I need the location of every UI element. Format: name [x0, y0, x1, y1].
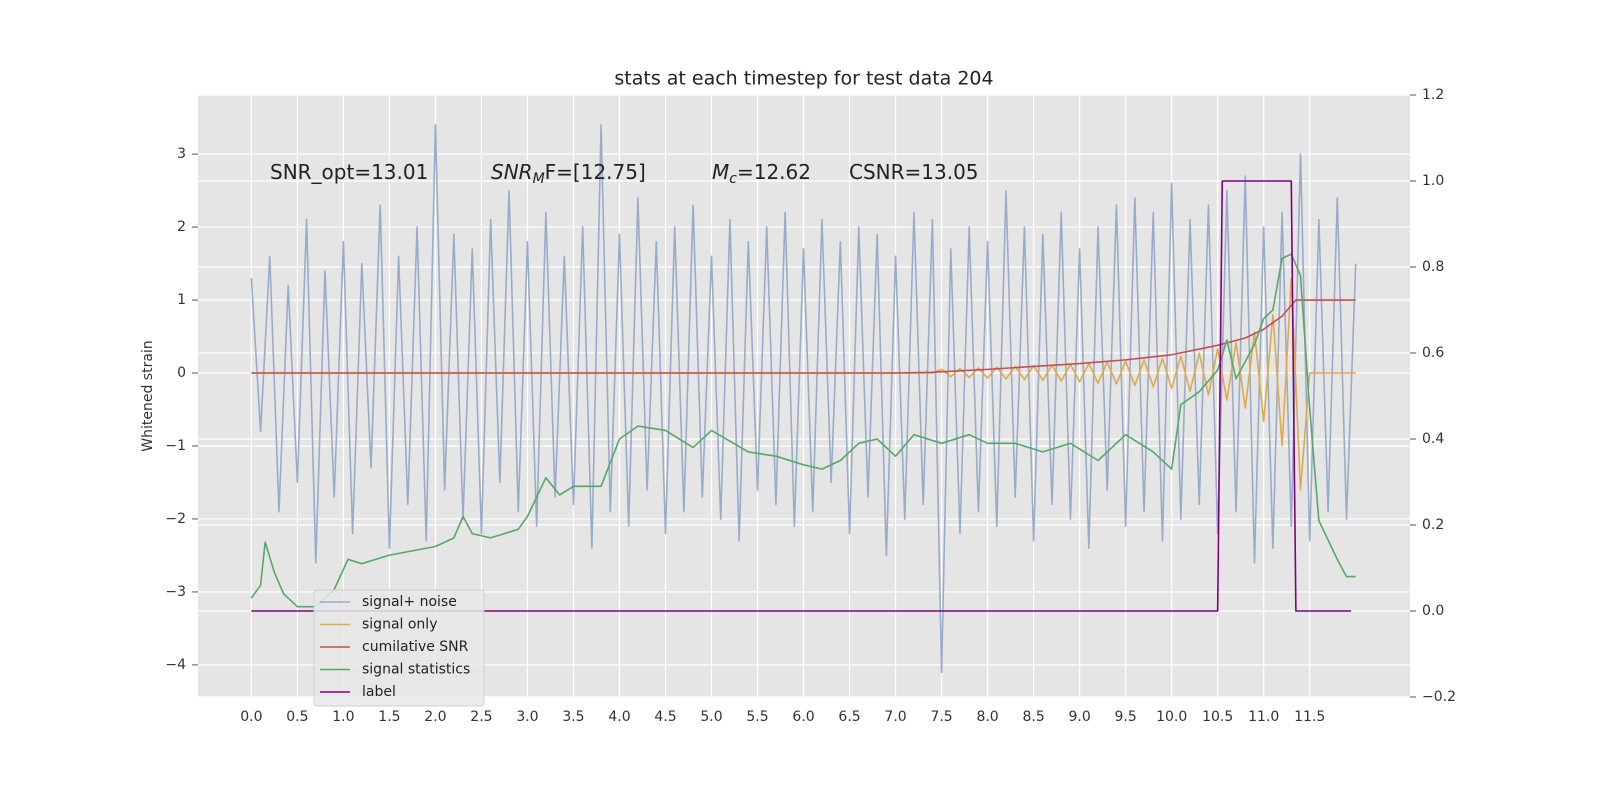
x-tick-label: 10.0 — [1156, 709, 1187, 725]
x-tick-label: 7.0 — [884, 709, 906, 725]
legend-label: cumilative SNR — [362, 639, 469, 655]
x-tick-label: 6.5 — [838, 709, 860, 725]
x-tick-label: 3.0 — [516, 709, 538, 725]
y2-tick-label: 1.2 — [1422, 87, 1444, 103]
legend-label: label — [362, 684, 396, 700]
x-tick-label: 3.5 — [562, 709, 584, 725]
annotation: SNR_opt=13.01 — [270, 160, 428, 184]
annotation-sub: M — [533, 171, 545, 187]
y-tick-label: 1 — [177, 292, 186, 308]
legend-label: signal+ noise — [362, 594, 457, 610]
y-tick-label: −4 — [165, 657, 186, 673]
annotation-main: M — [712, 160, 729, 184]
x-tick-label: 1.0 — [332, 709, 354, 725]
annotation: Mc=12.62 — [712, 160, 811, 188]
series-line — [251, 299, 1356, 374]
x-tick-label: 7.5 — [930, 709, 952, 725]
x-tick-label: 9.5 — [1115, 709, 1137, 725]
series-line — [250, 253, 1356, 608]
x-tick-label: 8.0 — [976, 709, 998, 725]
y2-tick-label: 0.8 — [1422, 259, 1444, 275]
y-tick-label: 2 — [177, 219, 186, 235]
y2-tick-label: 0.6 — [1422, 345, 1444, 361]
series-line — [251, 180, 1352, 612]
series-line — [250, 124, 1357, 673]
y-tick-label: −3 — [165, 584, 186, 600]
y2-tick-label: −0.2 — [1422, 689, 1456, 705]
x-tick-label: 10.5 — [1202, 709, 1233, 725]
annotation: SNRMF=[12.75] — [491, 160, 646, 188]
x-tick-label: 4.0 — [608, 709, 630, 725]
y-tick-label: −2 — [165, 511, 186, 527]
annotation-main: SNR — [491, 160, 533, 184]
x-tick-label: 5.5 — [746, 709, 768, 725]
x-tick-label: 0.5 — [286, 709, 308, 725]
annotation-text: CSNR=13.05 — [849, 160, 979, 184]
x-tick-label: 2.0 — [424, 709, 446, 725]
y2-tick-label: 0.2 — [1422, 517, 1444, 533]
x-tick-label: 4.5 — [654, 709, 676, 725]
x-tick-label: 1.5 — [378, 709, 400, 725]
y-tick-label: 0 — [177, 365, 186, 381]
annotation-tail: F=[12.75] — [545, 160, 646, 184]
x-tick-label: 9.0 — [1068, 709, 1090, 725]
annotation: CSNR=13.05 — [849, 160, 979, 184]
y-axis-label: Whitened strain — [140, 340, 156, 451]
y-tick-label: 3 — [177, 146, 186, 162]
legend-box — [313, 589, 485, 707]
x-tick-label: 0.0 — [240, 709, 262, 725]
y2-tick-label: 0.0 — [1422, 603, 1444, 619]
chart-title: stats at each timestep for test data 204 — [614, 68, 993, 90]
x-tick-label: 5.0 — [700, 709, 722, 725]
x-tick-label: 6.0 — [792, 709, 814, 725]
x-tick-label: 2.5 — [470, 709, 492, 725]
annotation-sub: c — [729, 171, 737, 187]
x-tick-label: 11.0 — [1248, 709, 1279, 725]
x-tick-label: 8.5 — [1022, 709, 1044, 725]
y-tick-label: −1 — [165, 438, 186, 454]
x-tick-label: 11.5 — [1294, 709, 1325, 725]
annotation-text: SNR_opt=13.01 — [270, 160, 428, 184]
y2-tick-label: 0.4 — [1422, 431, 1444, 447]
annotation-tail: =12.62 — [737, 160, 811, 184]
legend-label: signal only — [362, 617, 437, 633]
y2-tick-label: 1.0 — [1422, 173, 1444, 189]
legend-label: signal statistics — [362, 662, 470, 678]
